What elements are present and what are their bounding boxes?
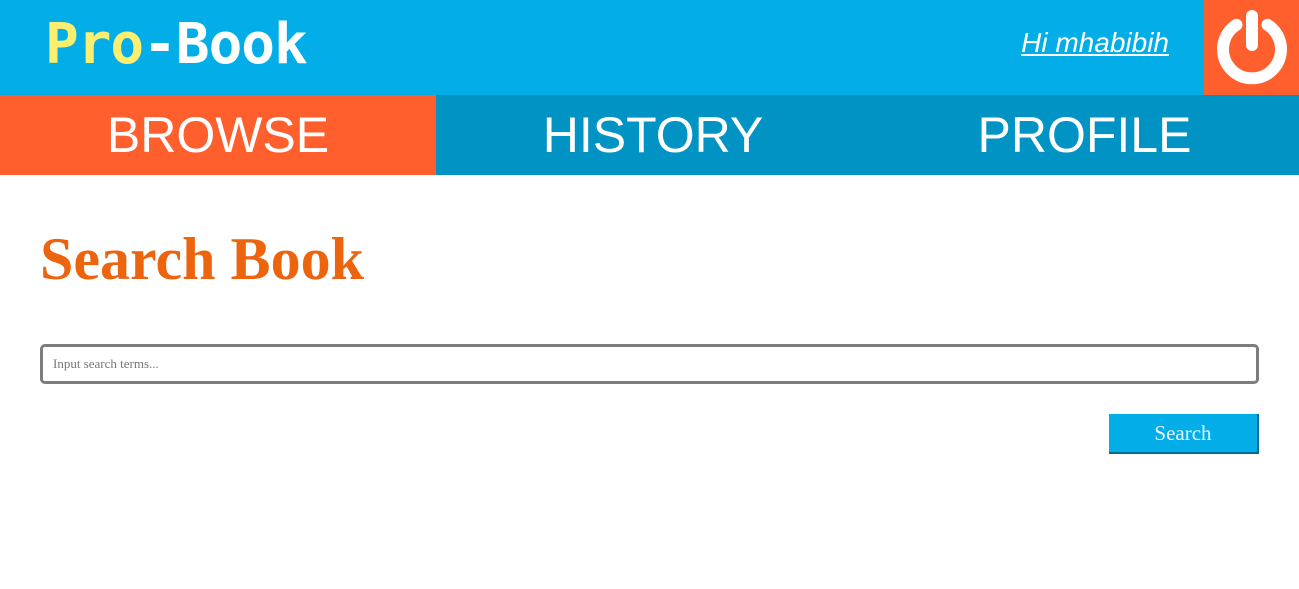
- power-icon: [1217, 10, 1287, 85]
- app-logo: Pro-Book: [45, 12, 308, 78]
- user-greeting-link[interactable]: Hi mhabibih: [1021, 27, 1169, 58]
- tab-history[interactable]: HISTORY: [542, 107, 764, 163]
- top-header: Pro-Book Hi mhabibih: [0, 0, 1299, 95]
- search-input[interactable]: [40, 344, 1259, 384]
- search-button[interactable]: Search: [1109, 414, 1259, 454]
- tab-profile[interactable]: PROFILE: [977, 107, 1192, 163]
- logo-book-text: -Book: [143, 12, 308, 77]
- main-nav: BROWSE HISTORY PROFILE: [0, 95, 1299, 175]
- logout-button[interactable]: [1204, 0, 1299, 95]
- tab-browse[interactable]: BROWSE: [0, 95, 436, 175]
- page-title: Search Book: [40, 226, 364, 292]
- logo-pro-text: Pro: [45, 12, 144, 77]
